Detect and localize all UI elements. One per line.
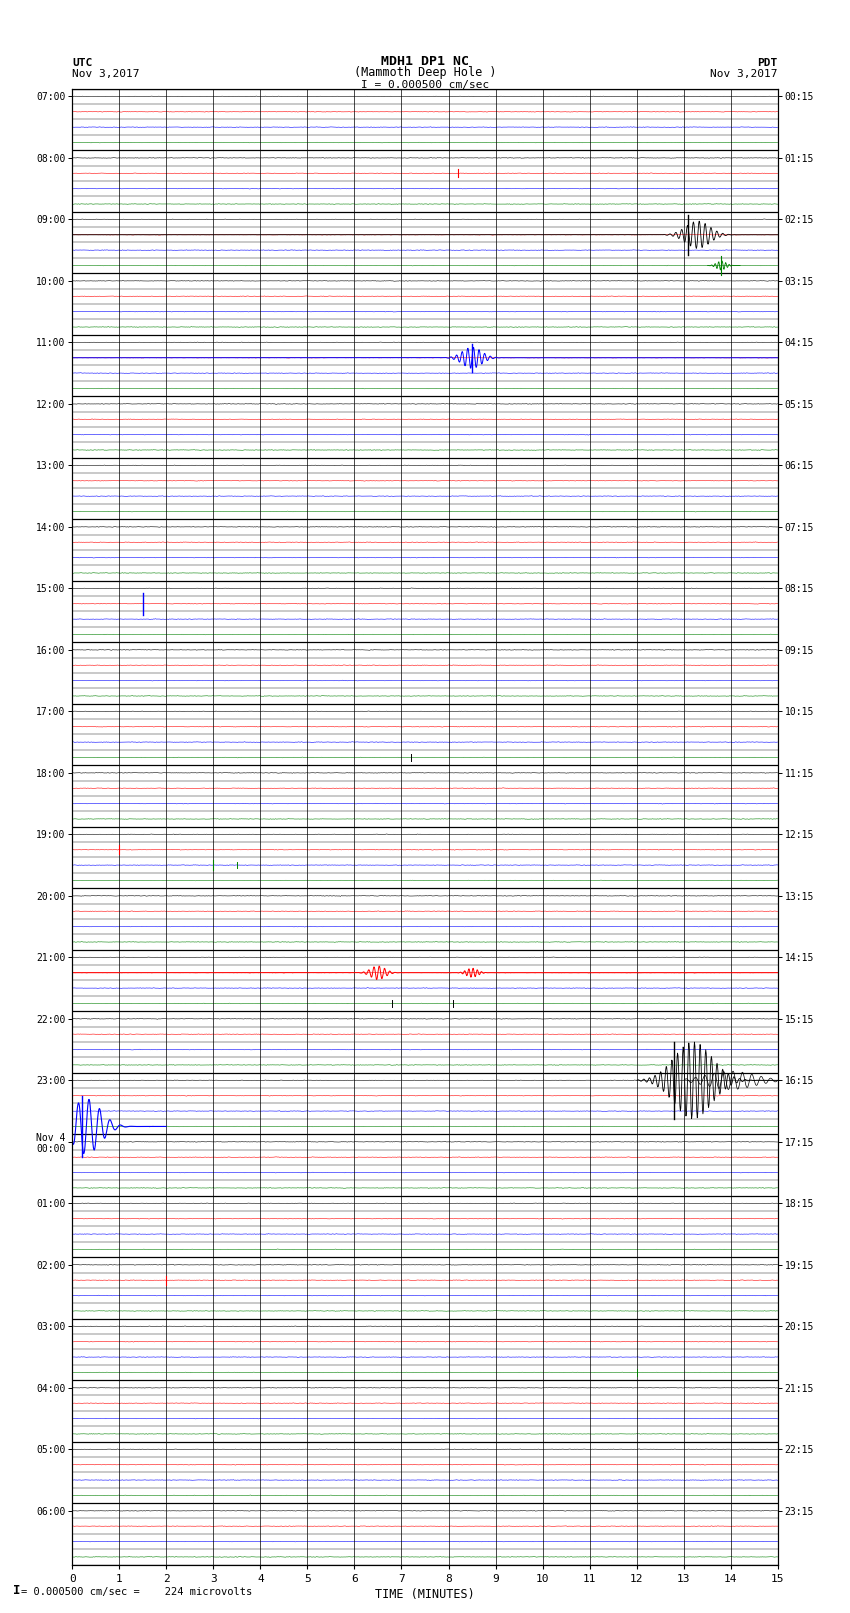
Text: I = 0.000500 cm/sec: I = 0.000500 cm/sec bbox=[361, 81, 489, 90]
Text: PDT: PDT bbox=[757, 58, 778, 68]
Text: UTC: UTC bbox=[72, 58, 93, 68]
Text: (Mammoth Deep Hole ): (Mammoth Deep Hole ) bbox=[354, 66, 496, 79]
Text: MDH1 DP1 NC: MDH1 DP1 NC bbox=[381, 55, 469, 68]
Text: Nov 3,2017: Nov 3,2017 bbox=[72, 69, 139, 79]
Text: = 0.000500 cm/sec =    224 microvolts: = 0.000500 cm/sec = 224 microvolts bbox=[21, 1587, 252, 1597]
X-axis label: TIME (MINUTES): TIME (MINUTES) bbox=[375, 1587, 475, 1600]
Text: Nov 3,2017: Nov 3,2017 bbox=[711, 69, 778, 79]
Text: I: I bbox=[13, 1584, 20, 1597]
